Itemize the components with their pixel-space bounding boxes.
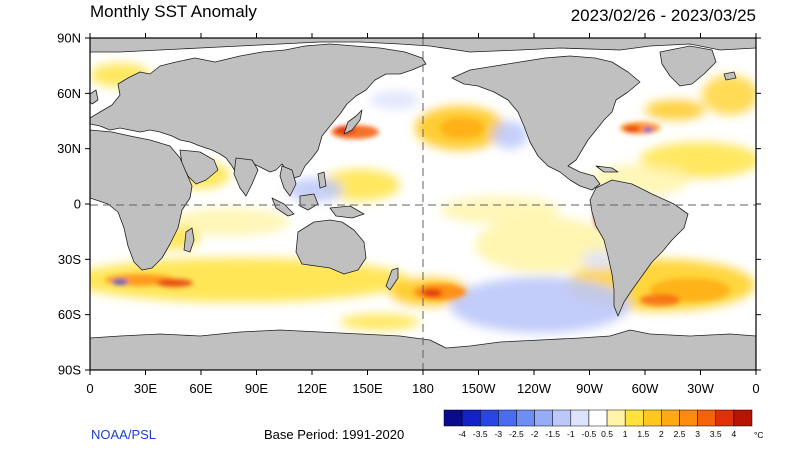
lon-label: 0 — [86, 381, 93, 396]
lat-axis: 90N 60N 30N 0 30S 60S 90S — [57, 31, 761, 378]
japan-island — [343, 109, 363, 135]
colorbar-tick-label: 1 — [623, 429, 628, 439]
lat-label: 90N — [57, 31, 81, 46]
colorbar-swatch — [534, 409, 553, 427]
north-america-landmass — [451, 55, 641, 191]
colorbar-tick-label: -1 — [567, 429, 575, 439]
colorbar-tick-label: 2.5 — [674, 429, 686, 439]
colorbar-swatch — [733, 409, 753, 427]
lat-label: 0 — [74, 197, 81, 212]
colorbar-swatch — [624, 409, 644, 427]
colorbar-swatch — [643, 409, 662, 427]
lat-label: 60N — [57, 86, 81, 101]
lat-label: 60S — [58, 307, 81, 322]
colorbar-tick-label: 1.5 — [637, 429, 649, 439]
colorbar: -4 -3.5 -3 -2.5 -2 -1.5 -1 -0.5 0.5 1 1.5 2 2.5 3 3.5 4… — [443, 409, 764, 440]
colorbar-tick-label: -2.5 — [509, 429, 524, 439]
india-landmass — [233, 157, 259, 197]
colorbar-swatch — [661, 409, 680, 427]
new-guinea-island — [329, 205, 365, 219]
lon-label: 60E — [189, 381, 212, 396]
colorbar-swatch — [570, 409, 590, 427]
greenland-landmass — [659, 45, 717, 87]
lon-label: 60W — [632, 381, 659, 396]
colorbar-swatch — [552, 409, 572, 427]
colorbar-tick-label: -3.5 — [473, 429, 488, 439]
lon-label: 180 — [412, 381, 434, 396]
map-title: Monthly SST Anomaly — [90, 2, 257, 21]
lon-label: 120E — [297, 381, 328, 396]
colorbar-swatch — [516, 409, 535, 427]
colorbar-tick-label: 4 — [732, 429, 737, 439]
africa-landmass — [90, 129, 193, 271]
lon-axis: 0 30E 60E 90E 120E 150E 180 150W 120W 90W 60W 30W 0 — [86, 33, 760, 396]
colorbar-tick-label: -4 — [458, 429, 466, 439]
colorbar-swatch — [479, 409, 499, 427]
lat-label: 30N — [57, 141, 81, 156]
lat-label: 30S — [58, 252, 81, 267]
eurasia-landmass — [90, 43, 427, 185]
colorbar-unit: °C — [754, 430, 764, 440]
colorbar-tick-label: -0.5 — [582, 429, 597, 439]
colorbar-swatch — [588, 409, 608, 427]
colorbar-swatch — [443, 409, 463, 427]
credit-label: NOAA/PSL — [91, 427, 157, 442]
new-zealand-island — [385, 267, 399, 291]
madagascar-landmass — [183, 227, 195, 253]
colorbar-swatch — [679, 409, 698, 427]
borneo-island — [299, 193, 319, 211]
colorbar-tick-label: -3 — [495, 429, 503, 439]
lon-label: 150W — [462, 381, 497, 396]
south-america-landmass — [589, 179, 689, 317]
british-isles-island — [90, 89, 99, 105]
colorbar-tick-label: 3 — [695, 429, 700, 439]
lon-label: 90W — [576, 381, 603, 396]
date-range: 2023/02/26 - 2023/03/25 — [570, 6, 756, 25]
colorbar-tick-label: 0.5 — [601, 429, 613, 439]
australia-landmass — [295, 219, 367, 275]
lon-label: 30W — [687, 381, 714, 396]
colorbar-swatch — [606, 409, 626, 427]
colorbar-swatch — [715, 409, 735, 427]
base-period-label: Base Period: 1991-2020 — [264, 427, 405, 442]
lon-label: 150E — [352, 381, 383, 396]
colorbar-swatch — [461, 409, 481, 427]
colorbar-tick-label: 3.5 — [710, 429, 722, 439]
philippines-island — [317, 171, 327, 189]
colorbar-tick-label: 2 — [659, 429, 664, 439]
indochina-landmass — [279, 165, 297, 197]
lat-label: 90S — [58, 363, 81, 378]
lon-label: 120W — [517, 381, 552, 396]
lon-label: 30E — [134, 381, 157, 396]
iceland-island — [723, 71, 737, 81]
colorbar-swatch — [697, 409, 717, 427]
sumatra-island — [271, 197, 295, 217]
lon-label: 0 — [752, 381, 759, 396]
cuba-island — [595, 165, 619, 173]
colorbar-tick-label: -1.5 — [545, 429, 560, 439]
lon-label: 90E — [245, 381, 268, 396]
colorbar-tick-label: -2 — [531, 429, 539, 439]
colorbar-swatch — [498, 409, 517, 427]
